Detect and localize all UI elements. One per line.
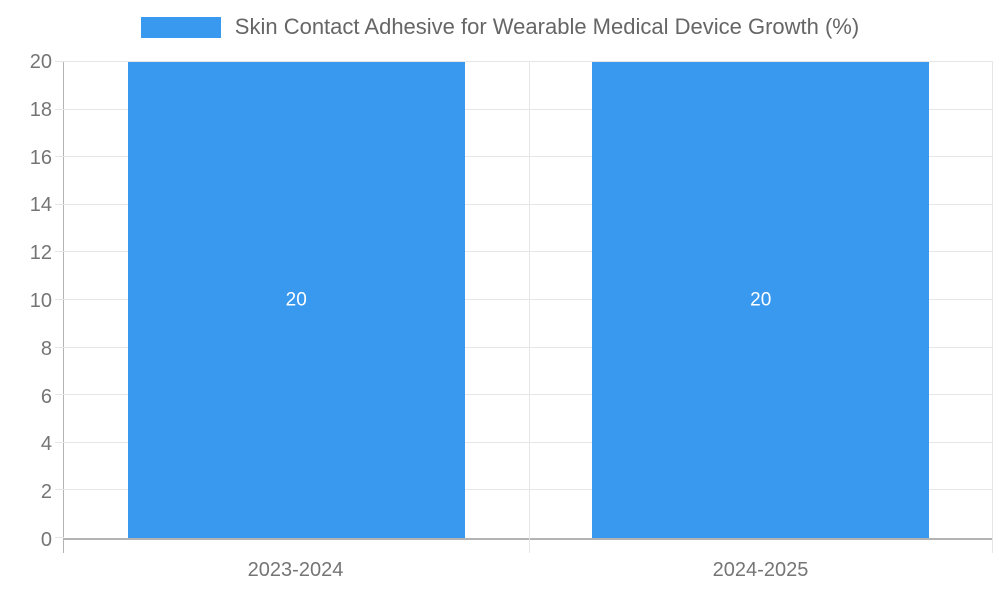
y-tick-mark: [55, 108, 64, 110]
y-tick-mark: [55, 299, 64, 300]
y-tick-mark: [55, 489, 64, 491]
gridline: [64, 61, 993, 62]
y-axis-tick-labels: 0 2 4 6 8 10 12 14 16 18 20: [0, 52, 52, 550]
y-tick-mark: [55, 61, 64, 62]
legend-item[interactable]: Skin Contact Adhesive for Wearable Medic…: [140, 14, 860, 40]
y-tick-label: 10: [29, 290, 52, 312]
y-tick-label: 18: [29, 98, 52, 121]
legend-label: Skin Contact Adhesive for Wearable Medic…: [234, 14, 860, 39]
category-separator: [992, 62, 993, 553]
x-axis-tick-labels: 2023-2024 2024-2025: [63, 558, 993, 588]
y-tick-label: 6: [40, 385, 52, 408]
category-separator: [528, 62, 530, 553]
bar-value-label: 20: [285, 289, 307, 311]
chart-legend: Skin Contact Adhesive for Wearable Medic…: [0, 14, 1000, 40]
y-tick-mark: [55, 537, 64, 538]
bar: [127, 62, 465, 538]
bar-value-label: 20: [750, 289, 772, 311]
y-tick-mark: [55, 441, 64, 443]
legend-swatch-icon: [140, 16, 221, 38]
y-tick-label: 8: [40, 337, 52, 360]
bar: [592, 62, 930, 538]
y-tick-label: 4: [40, 433, 52, 456]
y-tick-mark: [55, 394, 64, 396]
x-tick-label: 2023-2024: [247, 559, 344, 581]
x-tick-label: 2024-2025: [712, 559, 809, 581]
y-tick-label: 12: [29, 242, 52, 265]
y-tick-label: 2: [40, 481, 52, 504]
y-axis-line-extension: [63, 540, 64, 553]
y-tick-mark: [55, 156, 64, 158]
plot-area: 20 20: [55, 61, 993, 553]
y-tick-label: 16: [29, 146, 52, 169]
y-tick-mark: [55, 346, 64, 348]
y-tick-mark: [55, 203, 64, 205]
y-tick-label: 0: [40, 529, 52, 551]
y-tick-label: 20: [29, 51, 52, 73]
y-tick-label: 14: [29, 194, 52, 217]
y-tick-mark: [55, 251, 64, 253]
